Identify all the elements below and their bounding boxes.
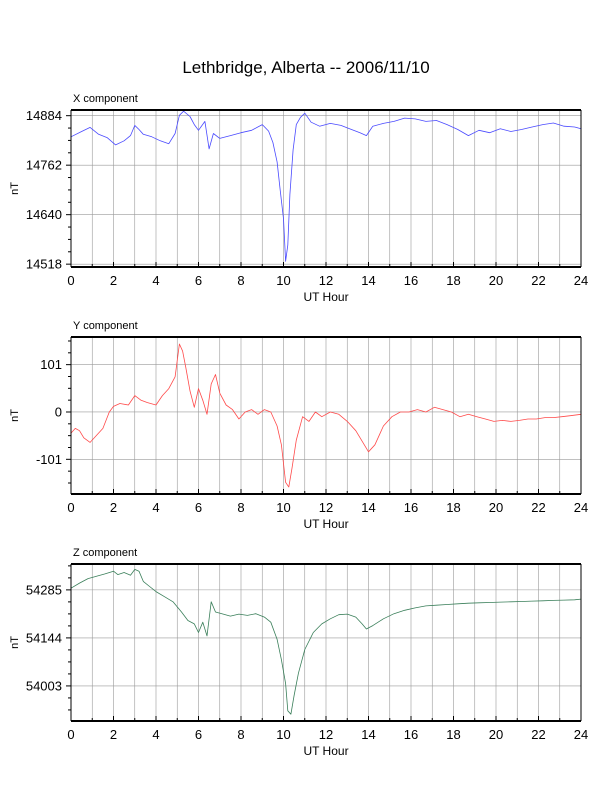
x-tick-label: 6 [195, 727, 202, 742]
x-axis-label: UT Hour [303, 290, 348, 304]
x-tick-label: 24 [574, 727, 588, 742]
y-axis-label: nT [9, 636, 21, 649]
x-tick-label: 22 [531, 500, 545, 515]
x-tick-label: 6 [195, 273, 202, 288]
panel-x-component: 0 2 4 6 8 10 12 14 16 18 20 22 241451814640147621488… [9, 93, 588, 304]
x-tick-label: 18 [446, 273, 460, 288]
page-title: Lethbridge, Alberta -- 2006/11/10 [182, 58, 430, 77]
x-tick-label: 16 [404, 727, 418, 742]
y-tick-label: 14640 [26, 207, 62, 222]
x-tick-label: 20 [489, 727, 503, 742]
y-tick-label: 101 [40, 357, 62, 372]
x-tick-label: 24 [574, 273, 588, 288]
series-line [70, 343, 582, 488]
x-tick-label: 8 [237, 727, 244, 742]
y-tick-label: 0 [55, 404, 62, 419]
series-line [70, 110, 582, 262]
y-tick-label: 14762 [26, 158, 62, 173]
x-tick-label: 4 [152, 727, 159, 742]
x-tick-label: 14 [361, 500, 375, 515]
x-tick-label: 12 [319, 500, 333, 515]
y-tick-label: -101 [36, 452, 62, 467]
x-tick-label: 10 [276, 500, 290, 515]
x-tick-label: 14 [361, 273, 375, 288]
x-tick-label: 0 [67, 500, 74, 515]
x-tick-label: 0 [67, 727, 74, 742]
series-line [70, 569, 582, 715]
panel-title: Y component [73, 320, 138, 332]
x-tick-label: 16 [404, 500, 418, 515]
x-tick-label: 4 [152, 273, 159, 288]
x-tick-label: 22 [531, 727, 545, 742]
x-tick-label: 0 [67, 273, 74, 288]
x-axis-label: UT Hour [303, 744, 348, 758]
y-tick-label: 14884 [26, 108, 62, 123]
x-tick-label: 2 [110, 727, 117, 742]
x-tick-label: 16 [404, 273, 418, 288]
x-tick-label: 2 [110, 273, 117, 288]
x-tick-label: 18 [446, 727, 460, 742]
y-tick-label: 54003 [26, 678, 62, 693]
x-tick-label: 10 [276, 273, 290, 288]
x-tick-label: 8 [237, 500, 244, 515]
x-tick-label: 10 [276, 727, 290, 742]
panel-title: X component [73, 93, 138, 105]
x-tick-label: 4 [152, 500, 159, 515]
y-axis-label: nT [9, 409, 21, 422]
x-tick-label: 6 [195, 500, 202, 515]
x-tick-label: 12 [319, 727, 333, 742]
x-tick-label: 18 [446, 500, 460, 515]
x-tick-label: 20 [489, 500, 503, 515]
x-tick-label: 8 [237, 273, 244, 288]
x-tick-label: 14 [361, 727, 375, 742]
panel-title: Z component [73, 547, 137, 559]
x-tick-label: 12 [319, 273, 333, 288]
y-axis-label: nT [9, 182, 21, 195]
x-tick-label: 24 [574, 500, 588, 515]
x-tick-label: 2 [110, 500, 117, 515]
y-tick-label: 14518 [26, 257, 62, 272]
y-tick-label: 54144 [26, 630, 62, 645]
x-tick-label: 22 [531, 273, 545, 288]
y-tick-label: 54285 [26, 582, 62, 597]
x-tick-label: 20 [489, 273, 503, 288]
x-axis-label: UT Hour [303, 517, 348, 531]
